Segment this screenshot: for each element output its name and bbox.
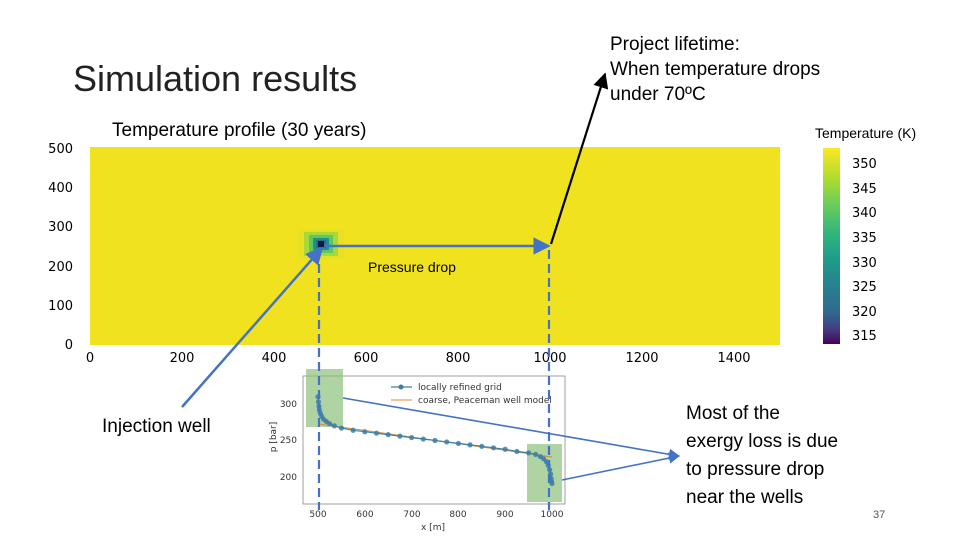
exergy-loss-note: Most of the exergy loss is due to pressu…	[686, 400, 886, 512]
p-y-tick-200: 200	[280, 473, 297, 483]
x-tick-1000: 1000	[533, 351, 566, 366]
y-tick-200: 200	[48, 260, 73, 275]
refined-grid-point	[409, 434, 415, 441]
refined-grid-point	[338, 425, 344, 431]
injection-well-arrow	[181, 246, 324, 408]
refined-grid-point	[455, 440, 461, 447]
exergy-line: Most of the	[686, 403, 780, 424]
x-tick-1200: 1200	[625, 351, 658, 366]
legend-marker-refined	[398, 384, 404, 390]
colorbar-tick-340: 340	[852, 206, 877, 221]
p-y-tick-300: 300	[280, 400, 297, 410]
refined-grid-point	[479, 443, 485, 449]
refined-grid-point	[420, 436, 426, 442]
y-tick-500: 500	[48, 142, 73, 157]
pressure-drop-label: Pressure drop	[368, 259, 456, 275]
colorbar-tick-345: 345	[852, 182, 877, 197]
refined-grid-point	[467, 442, 473, 448]
y-tick-100: 100	[48, 299, 73, 314]
exergy-arrow-injection	[342, 397, 681, 460]
heatmap-y-axis: 500 400 300 200 100 0	[48, 142, 73, 353]
p-y-axis-label: p [bar]	[269, 422, 279, 453]
x-tick-1400: 1400	[717, 351, 750, 366]
exergy-line: near the wells	[686, 487, 804, 508]
refined-grid-point	[526, 450, 532, 456]
y-tick-400: 400	[48, 181, 73, 196]
refined-grid-point	[373, 430, 380, 436]
colorbar: 350 345 340 335 330 325 320 315	[823, 148, 877, 344]
colorbar-gradient	[823, 148, 840, 344]
colorbar-tick-315: 315	[852, 329, 877, 344]
p-x-tick-800: 800	[449, 510, 466, 520]
project-lifetime-annotation: Project lifetime: When temperature drops…	[610, 32, 820, 107]
p-x-axis-label: x [m]	[421, 523, 445, 533]
x-tick-200: 200	[170, 351, 195, 366]
refined-grid-point	[315, 399, 322, 405]
refined-grid-point	[549, 480, 555, 487]
colorbar-tick-320: 320	[852, 305, 877, 320]
annotation-arrows	[181, 72, 681, 510]
refined-grid-point	[331, 423, 337, 429]
p-x-tick-500: 500	[309, 510, 326, 520]
annotation-line: When temperature drops	[610, 59, 821, 80]
x-tick-0: 0	[86, 351, 94, 366]
colorbar-tick-325: 325	[852, 280, 877, 295]
refined-grid-point	[432, 437, 438, 444]
refined-grid-point	[385, 432, 391, 438]
refined-grid-point	[350, 427, 356, 433]
p-x-tick-600: 600	[356, 510, 373, 520]
highlight-production-region	[527, 444, 562, 502]
pressure-plot-legend: locally refined grid coarse, Peaceman we…	[391, 383, 552, 406]
x-tick-800: 800	[446, 351, 471, 366]
p-x-tick-1000: 1000	[541, 510, 564, 520]
refined-grid-point	[514, 448, 520, 455]
p-x-tick-700: 700	[403, 510, 420, 520]
refined-grid-point	[397, 433, 403, 439]
refined-grid-point	[327, 421, 333, 427]
x-tick-400: 400	[262, 351, 287, 366]
refined-grid-points	[315, 394, 555, 487]
annotation-line: under 70ºC	[610, 84, 706, 105]
colorbar-tick-350: 350	[852, 157, 877, 172]
pressure-plot: locally refined grid coarse, Peaceman we…	[269, 369, 566, 533]
y-tick-0: 0	[65, 338, 73, 353]
legend-label-refined: locally refined grid	[418, 383, 502, 393]
p-x-tick-900: 900	[496, 510, 513, 520]
legend-label-coarse: coarse, Peaceman well model	[418, 396, 552, 406]
exergy-arrow-production	[561, 452, 681, 481]
refined-grid-point	[444, 439, 450, 445]
colorbar-tick-330: 330	[852, 256, 877, 271]
y-tick-300: 300	[48, 220, 73, 235]
refined-grid-point	[362, 429, 368, 435]
p-y-tick-250: 250	[280, 436, 297, 446]
heatmap-x-axis: 0 200 400 600 800 1000 1200 1400	[86, 351, 751, 366]
refined-grid-point	[490, 445, 497, 451]
refined-grid-point	[533, 451, 539, 457]
x-tick-600: 600	[354, 351, 379, 366]
temperature-profile-title: Temperature profile (30 years)	[112, 120, 367, 141]
injection-well-label: Injection well	[102, 416, 211, 437]
colorbar-tick-335: 335	[852, 231, 877, 246]
colorbar-title: Temperature (K)	[815, 125, 917, 141]
exergy-line: to pressure drop	[686, 459, 825, 480]
refined-grid-point	[502, 446, 508, 452]
exergy-line: exergy loss is due	[686, 431, 839, 452]
slide-title: Simulation results	[73, 58, 358, 99]
annotation-line: Project lifetime:	[610, 34, 740, 55]
cold-plume	[298, 229, 344, 259]
project-lifetime-arrow	[549, 72, 609, 245]
page-number: 37	[873, 509, 886, 521]
